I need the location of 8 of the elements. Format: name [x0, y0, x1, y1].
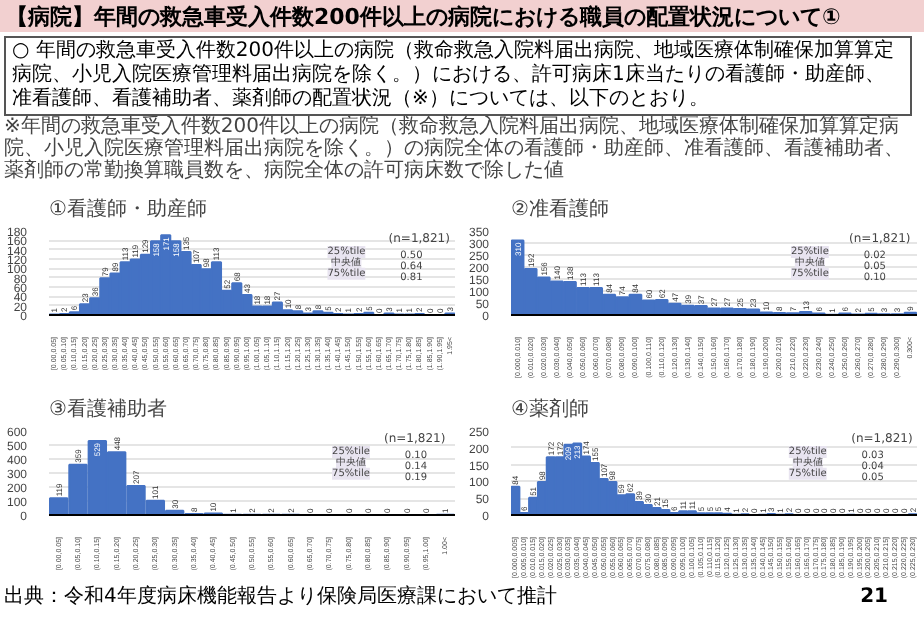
- chart-title: ③看護補助者: [49, 397, 167, 421]
- text: 21: [860, 584, 888, 612]
- chart-title: ①看護師・助産師: [49, 197, 207, 221]
- chart-title: ④薬剤師: [511, 397, 589, 421]
- source-note: 出典：令和4年度病床機能報告より保険局医療課において推計: [4, 584, 557, 612]
- text: 【病院】年間の救急車受入件数200件以上の病院における職員の配置状況について①: [6, 2, 841, 34]
- text: ○ 年間の救急車受入件数200件以上の病院（救命救急入院料届出病院、地域医療体制確保加算算定病院、小児入院医療管理料届出病院を除く。）における、許可病床1床当たりの看護師・助産師、准看護師、看護補助者、薬剤師の配置状況（※）については、以下のとおり。: [12, 40, 896, 112]
- chart-title: ②准看護師: [511, 197, 609, 221]
